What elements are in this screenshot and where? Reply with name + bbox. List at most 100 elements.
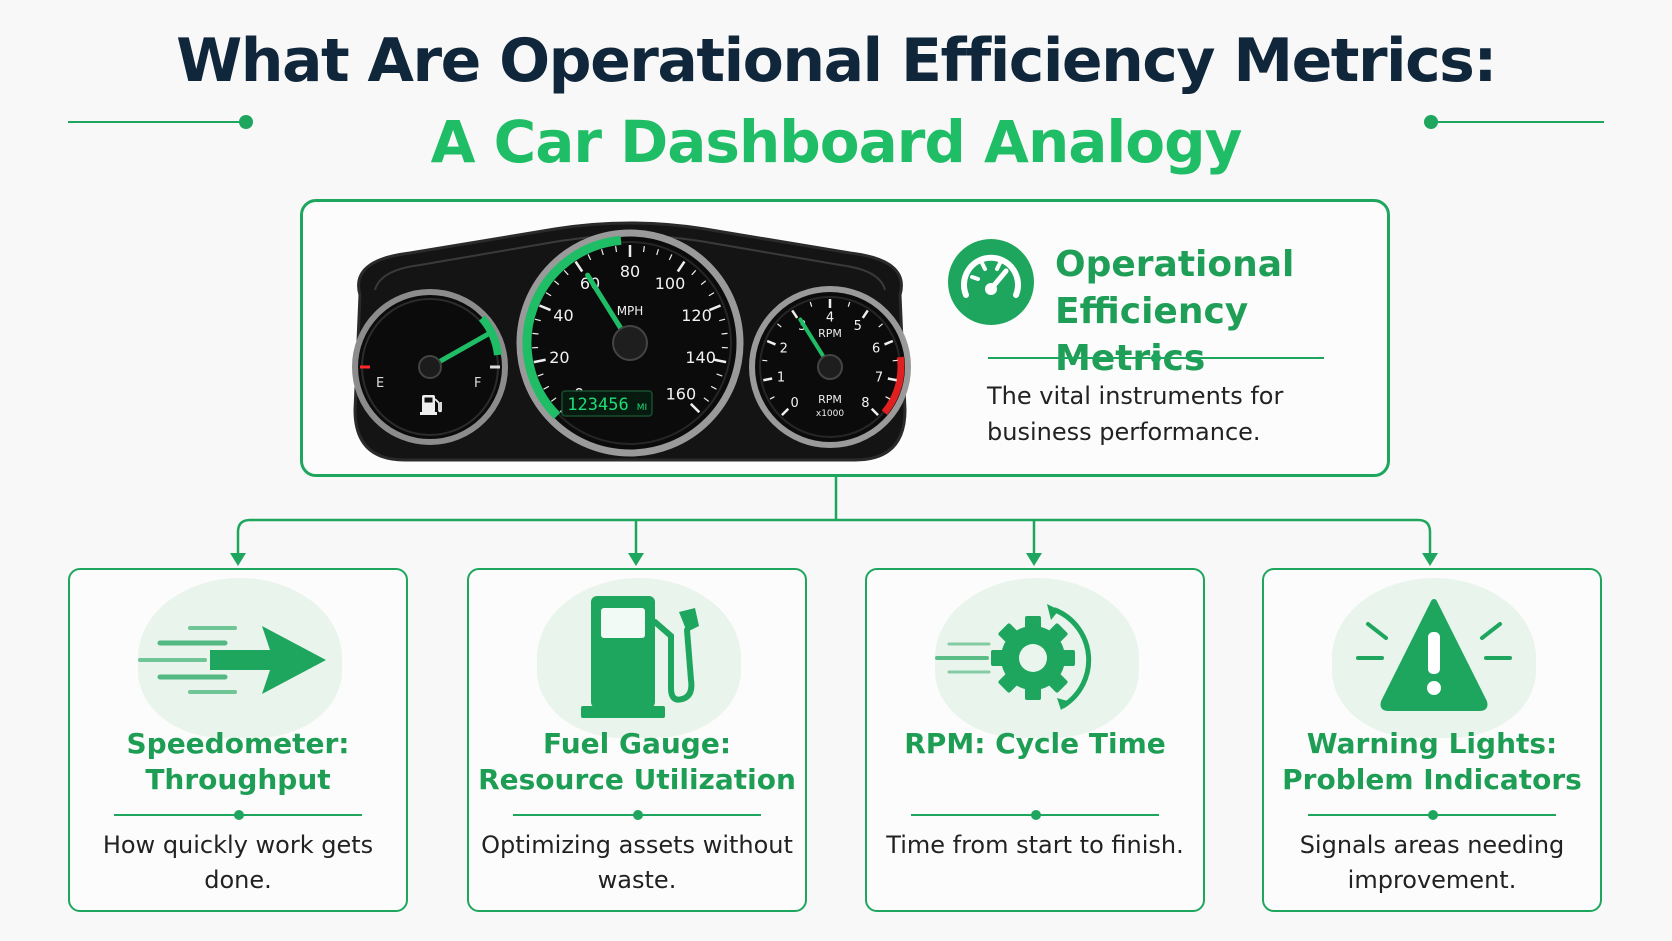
overview-divider-dot [1151,353,1161,363]
speed-tick [538,304,552,312]
speed-tick-label: 100 [655,274,686,293]
rpm-tick-label: 6 [872,342,880,357]
speedometer: 020406080100120140160 MPH 123456 MI [516,229,744,457]
card-description: Optimizing assets without waste. [481,831,793,894]
speedometer-icon [948,239,1034,325]
arrowhead-3 [1026,553,1042,566]
title-line-1: What Are Operational Efficiency Metrics: [176,26,1497,96]
rpm-tick [766,339,776,346]
card-divider-dot [1428,810,1438,820]
speed-tick-label: 120 [681,306,712,325]
tachometer: 01 23 4 56 78 RPM RPM x1000 [749,286,911,448]
rpm-tick [781,407,790,416]
card-description: How quickly work gets done. [102,831,374,894]
speed-tick [668,254,673,261]
rpm-tick [878,323,883,328]
rpm-tick [861,309,869,319]
arrowhead-4 [1422,553,1438,566]
speed-tick [656,249,660,256]
overview-description: The vital instruments for business perfo… [987,382,1284,446]
speed-tick [574,260,584,273]
fuel-pump-icon [581,596,699,718]
card-title: RPM: Cycle Time [904,727,1166,760]
rpm-tick [777,323,782,328]
card-resource-utilization: Fuel Gauge: Resource Utilization Optimiz… [467,568,807,912]
card-divider-dot [234,810,244,820]
speed-tick [708,304,722,312]
rpm-tick-label: 5 [854,319,862,334]
warning-triangle-icon [1356,599,1512,711]
odometer-value: 123456 [567,395,628,415]
card-description: Signals areas needing improvement. [1299,831,1565,894]
rpm-tick [791,309,799,319]
title-left-line [68,121,246,123]
speed-tick [600,249,604,256]
speed-tick [537,373,544,377]
speed-tick [543,385,550,390]
rpm-tick [847,301,851,307]
speed-tick [689,402,701,414]
rpm-tick [887,377,897,382]
card-title: Speedometer: Throughput [126,727,350,796]
speed-tick-label: 20 [549,348,569,367]
card-divider-dot [1031,810,1041,820]
speed-tick [563,269,569,276]
gear-cycle-icon [935,604,1092,710]
card-title: Fuel Gauge: Resource Utilization [478,727,796,796]
title-left-dot [239,115,253,129]
speed-tick [703,397,710,402]
rpm-tick-label: 7 [875,370,883,385]
overview-title: Operational Efficiency Metrics [1055,244,1295,379]
rpm-tick [769,396,775,400]
odometer [561,390,653,417]
rpm-unit-label: RPM [818,327,842,340]
speed-tick-label: 80 [620,262,640,281]
rpm-tick [763,377,773,382]
rpm-unit-bottom: RPM [818,393,842,406]
rpm-tick-label: 8 [861,396,869,411]
speed-tick [719,318,726,322]
rpm-tick-label: 4 [826,311,834,326]
fuel-gauge: E F [352,289,508,445]
arrowhead-1 [230,553,246,566]
fuel-full-label: F [474,376,481,391]
speed-tick [550,397,557,402]
speed-tick [714,358,727,364]
rpm-tick [870,407,879,416]
speed-tick [642,245,645,253]
rpm-tick-label: 2 [780,342,788,357]
card-throughput: Speedometer: Throughput How quickly work… [68,568,408,912]
speed-tick-label: 160 [666,385,697,404]
rpm-tick [809,301,813,307]
title-line-2: A Car Dashboard Analogy [430,108,1243,176]
speed-tick-label: 140 [685,348,716,367]
fuel-empty-label: E [376,376,384,391]
arrow-motion-icon [138,626,326,694]
rpm-tick-label: 0 [791,396,799,411]
speed-tick [534,318,541,322]
speed-tick-label: 40 [553,306,573,325]
card-description: Time from start to finish. [886,831,1184,859]
speed-tick [721,332,728,335]
title-right-dot [1424,115,1438,129]
rpm-tick-label: 3 [798,319,806,334]
card-cycle-time: RPM: Cycle Time Time from start to finis… [865,568,1205,912]
odometer-unit: MI [637,403,647,413]
speed-unit-label: MPH [617,304,644,318]
card-divider-dot [633,810,643,820]
speed-tick [700,280,707,286]
arrowhead-2 [628,553,644,566]
title-right-line [1432,121,1604,123]
speed-tick [691,269,697,276]
speed-tick [615,245,618,253]
fuel-icon [420,395,442,415]
rpm-multiplier: x1000 [816,409,845,419]
speed-tick [708,292,715,297]
speed-tick [676,260,686,273]
speed-tick [532,332,539,335]
card-problem-indicators: Warning Lights: Problem Indicators Signa… [1262,568,1602,912]
speed-tick [710,385,717,390]
speed-tick [545,292,552,297]
speed-tick [716,373,723,377]
rpm-tick [884,339,894,346]
